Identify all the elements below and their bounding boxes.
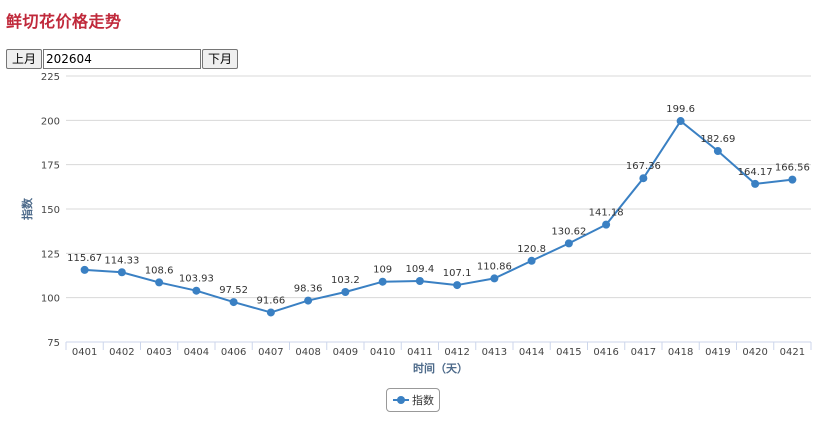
y-tick-label: 200 [41,116,60,127]
data-label: 108.6 [145,265,174,276]
y-tick-label: 100 [41,294,60,305]
data-label: 164.17 [738,167,773,178]
x-tick-label: 0410 [370,347,395,358]
month-selector: 上月 下月 [6,49,239,69]
data-label: 109.4 [406,264,435,275]
data-label: 167.36 [626,161,661,172]
data-label: 130.62 [551,226,586,237]
data-point [751,179,760,188]
x-tick-label: 0411 [407,347,432,358]
data-point [266,308,275,317]
page-title: 鲜切花价格走势 [6,12,122,31]
data-point [713,147,722,156]
x-tick-label: 0409 [333,347,358,358]
y-axis-title: 指数 [20,197,34,220]
month-input[interactable] [43,49,202,69]
data-point [527,256,536,265]
data-point [155,278,164,287]
data-label: 91.66 [257,295,286,306]
data-label: 103.2 [331,275,360,286]
x-tick-label: 0419 [705,347,730,358]
x-tick-label: 0402 [109,347,134,358]
data-point [415,276,424,285]
x-tick-label: 0406 [221,347,246,358]
data-point [304,296,313,305]
legend-series-label: 指数 [412,394,434,407]
legend-series-marker-icon [393,395,409,405]
data-label: 114.33 [104,255,139,266]
data-label: 199.6 [666,104,695,115]
x-tick-label: 0421 [780,347,805,358]
data-point [80,265,89,274]
y-tick-label: 175 [41,161,60,172]
x-axis-title: 时间（天） [413,361,468,375]
x-tick-label: 0401 [72,347,97,358]
x-tick-label: 0407 [258,347,283,358]
data-label: 98.36 [294,284,323,295]
data-point [788,175,797,184]
x-tick-label: 0415 [556,347,581,358]
data-point [341,287,350,296]
data-label: 107.1 [443,268,472,279]
data-point [602,220,611,229]
x-tick-label: 0416 [593,347,618,358]
data-label: 166.56 [775,163,810,174]
data-point [490,274,499,283]
x-tick-label: 0412 [444,347,469,358]
data-label: 115.67 [67,253,102,264]
data-point [117,268,126,277]
data-label: 103.93 [179,274,214,285]
data-label: 182.69 [700,134,735,145]
x-tick-label: 0418 [668,347,693,358]
x-tick-label: 0403 [146,347,171,358]
x-tick-label: 0408 [295,347,320,358]
x-tick-label: 0417 [631,347,656,358]
data-label: 110.86 [477,261,512,272]
data-point [564,239,573,248]
data-label: 120.8 [517,244,546,255]
y-tick-label: 150 [41,205,60,216]
data-label: 109 [373,265,392,276]
x-tick-label: 0414 [519,347,544,358]
y-tick-label: 75 [47,338,60,349]
data-label: 141.18 [589,208,624,219]
y-tick-label: 225 [41,72,60,83]
x-tick-label: 0404 [184,347,209,358]
next-month-button[interactable]: 下月 [202,49,239,69]
data-point [378,277,387,286]
data-point [229,298,238,307]
x-tick-label: 0420 [742,347,767,358]
data-point [453,281,462,290]
x-tick-label: 0413 [482,347,507,358]
series-line [84,120,793,314]
data-point [676,117,685,126]
prev-month-button[interactable]: 上月 [6,49,43,69]
data-point [192,286,201,295]
legend[interactable]: 指数 [386,388,440,412]
y-tick-label: 125 [41,249,60,260]
data-label: 97.52 [219,285,248,296]
data-point [639,174,648,183]
